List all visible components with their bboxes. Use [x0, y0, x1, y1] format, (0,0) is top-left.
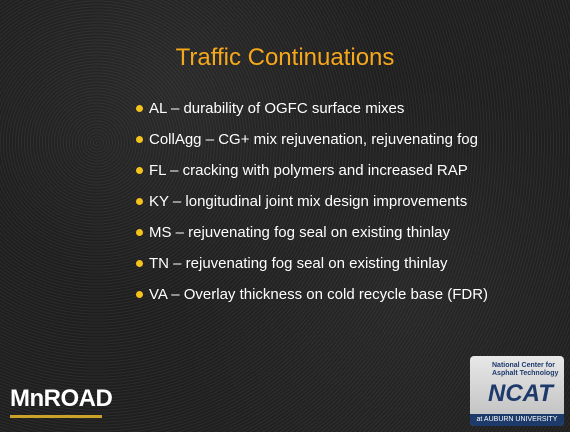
- bullet-item: AL – durability of OGFC surface mixes: [136, 93, 488, 124]
- bullet-item: CollAgg – CG+ mix rejuvenation, rejuvena…: [136, 124, 488, 155]
- bullet-item: MS – rejuvenating fog seal on existing t…: [136, 217, 488, 248]
- bullet-list: AL – durability of OGFC surface mixes Co…: [136, 93, 488, 310]
- slide-title: Traffic Continuations: [0, 44, 570, 72]
- logo-text: NCAT: [488, 380, 553, 408]
- logo-subtitle: National Center for Asphalt Technology: [492, 362, 562, 378]
- bullet-item: TN – rejuvenating fog seal on existing t…: [136, 248, 488, 279]
- logo-caption: at AUBURN UNIVERSITY: [470, 414, 564, 426]
- bullet-item: FL – cracking with polymers and increase…: [136, 155, 488, 186]
- logo-bar: [10, 415, 102, 418]
- bullet-item: KY – longitudinal joint mix design impro…: [136, 186, 488, 217]
- logo-text: MnROAD: [10, 385, 112, 413]
- bullet-item: VA – Overlay thickness on cold recycle b…: [136, 279, 488, 310]
- slide: Traffic Continuations AL – durability of…: [0, 0, 570, 432]
- mnroad-logo: MnROAD: [10, 385, 112, 418]
- ncat-logo: National Center for Asphalt Technology N…: [470, 356, 564, 426]
